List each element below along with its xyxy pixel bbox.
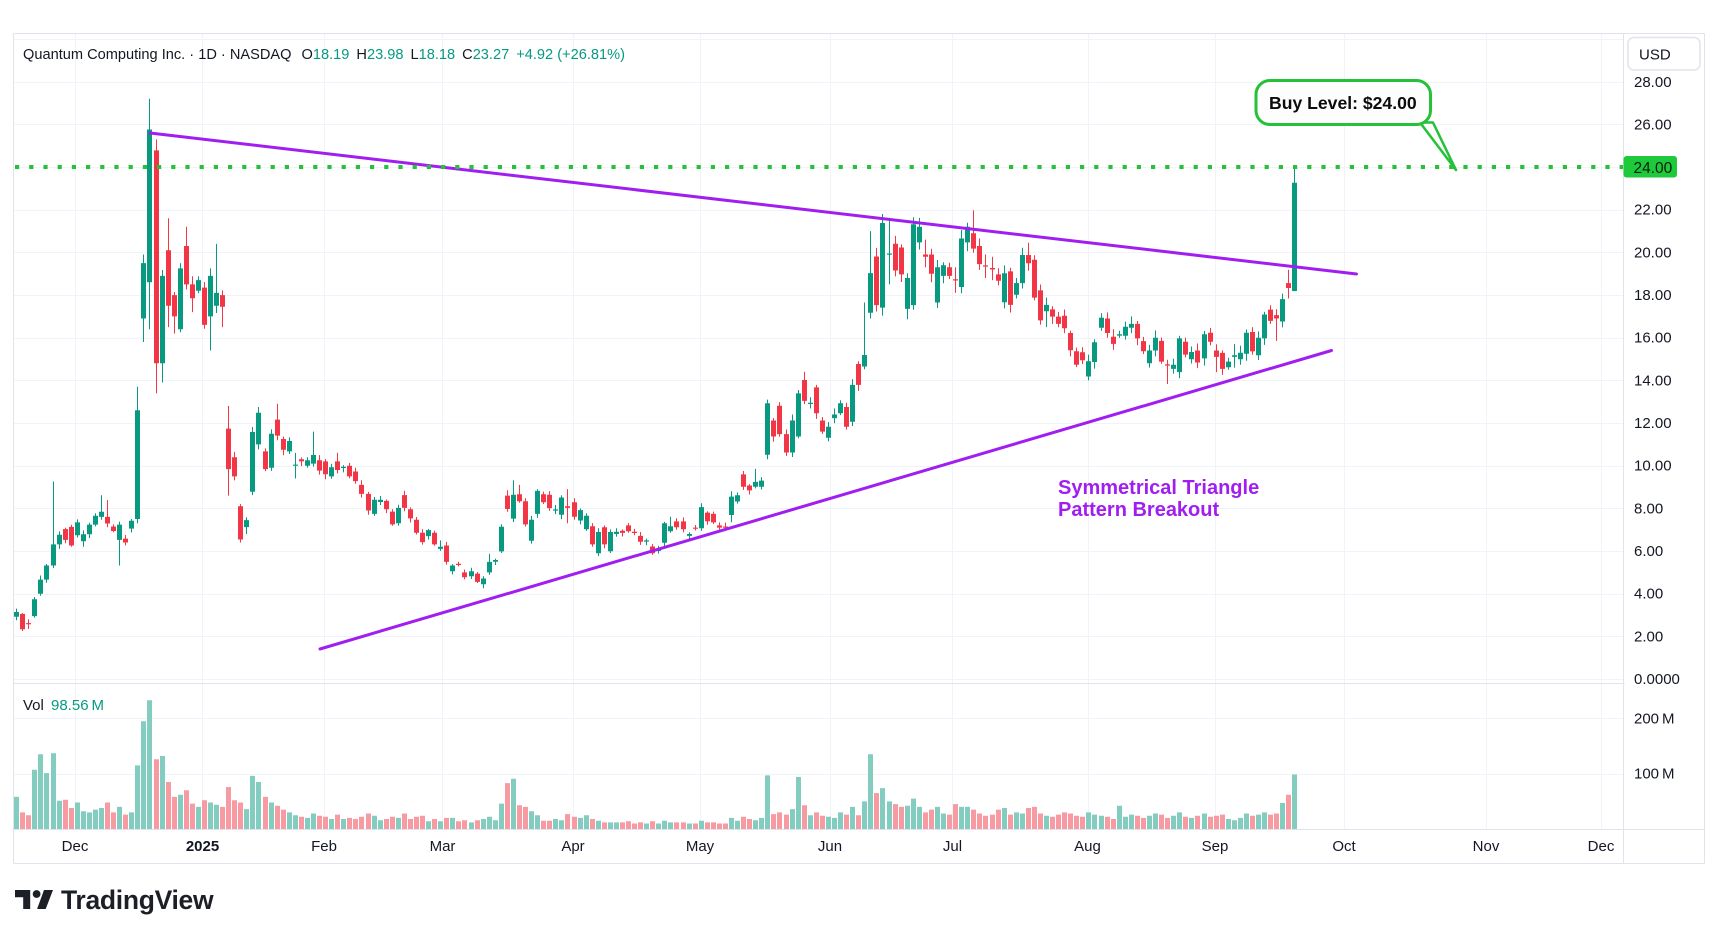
svg-text:16.00: 16.00 [1634,330,1672,347]
svg-text:26.00: 26.00 [1634,116,1672,133]
svg-text:Jul: Jul [943,838,962,855]
svg-text:100 M: 100 M [1634,766,1675,783]
svg-text:Dec: Dec [62,838,89,855]
svg-text:Vol: Vol [23,697,44,714]
svg-text:Symmetrical Triangle: Symmetrical Triangle [1058,477,1259,499]
svg-text:Pattern Breakout: Pattern Breakout [1058,499,1219,521]
svg-text:2025: 2025 [186,838,219,855]
svg-text:Aug: Aug [1074,838,1101,855]
svg-text:Sep: Sep [1202,838,1229,855]
svg-text:TradingView: TradingView [61,885,214,915]
svg-text:Feb: Feb [311,838,337,855]
svg-text:Nov: Nov [1473,838,1500,855]
svg-text:2.00: 2.00 [1634,628,1663,645]
svg-text:0.0000: 0.0000 [1634,671,1680,688]
svg-text:200 M: 200 M [1634,710,1675,727]
svg-text:Apr: Apr [561,838,584,855]
svg-text:Jun: Jun [818,838,842,855]
svg-text:10.00: 10.00 [1634,458,1672,475]
svg-text:Oct: Oct [1332,838,1356,855]
svg-text:28.00: 28.00 [1634,74,1672,91]
svg-text:8.00: 8.00 [1634,500,1663,517]
svg-text:20.00: 20.00 [1634,244,1672,261]
svg-text:98.56 M: 98.56 M [51,697,104,714]
svg-text:14.00: 14.00 [1634,372,1672,389]
svg-text:Quantum Computing Inc. · 1D ·: Quantum Computing Inc. · 1D · NASDAQ O18… [23,47,625,63]
svg-text:4.00: 4.00 [1634,586,1663,603]
svg-text:May: May [686,838,715,855]
svg-text:Dec: Dec [1588,838,1615,855]
svg-text:6.00: 6.00 [1634,543,1663,560]
svg-text:22.00: 22.00 [1634,202,1672,219]
svg-text:USD: USD [1639,47,1671,64]
svg-text:18.00: 18.00 [1634,287,1672,304]
svg-text:Mar: Mar [430,838,456,855]
svg-text:24.00: 24.00 [1634,160,1673,177]
svg-text:12.00: 12.00 [1634,415,1672,432]
svg-text:Buy Level: $24.00: Buy Level: $24.00 [1269,93,1417,113]
